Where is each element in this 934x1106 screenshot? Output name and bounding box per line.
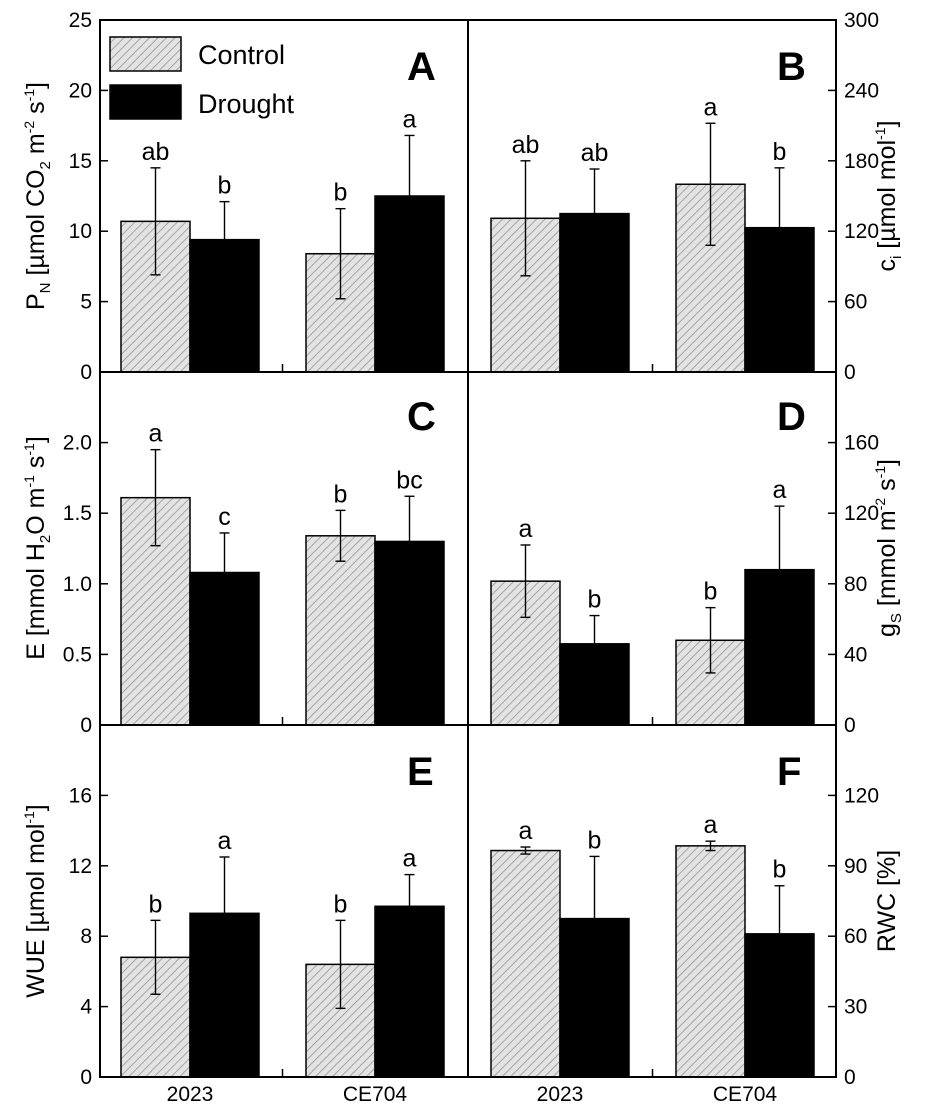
y-tick-label-e: 16 <box>69 784 92 807</box>
bar-c-control-1 <box>305 535 376 726</box>
y-tick-label-a: 15 <box>69 150 92 173</box>
significance-label-f: b <box>773 856 787 884</box>
y-tick-label-b: 240 <box>844 79 879 102</box>
y-tick-label-c: 0.5 <box>63 643 92 666</box>
panel-letter-b: B <box>777 45 806 89</box>
y-tick-label-f: 60 <box>844 925 867 948</box>
y-tick-label-c: 1.0 <box>63 573 92 596</box>
ylabel-b: ci [µmol mol-1] <box>872 120 905 271</box>
significance-label-c: bc <box>396 466 422 494</box>
y-tick-label-b: 300 <box>844 9 879 32</box>
ylabel-e: WUE [µmol mol-1] <box>21 804 50 998</box>
y-tick-label-b: 180 <box>844 150 879 173</box>
significance-label-f: a <box>704 811 718 839</box>
significance-label-b: a <box>704 93 718 121</box>
y-tick-label-b: 60 <box>844 291 867 314</box>
y-tick-label-a: 20 <box>69 79 92 102</box>
significance-label-a: b <box>218 172 232 200</box>
significance-label-e: b <box>334 890 348 918</box>
x-tick-label-e: 2023 <box>167 1083 214 1106</box>
significance-label-d: b <box>588 586 602 614</box>
y-tick-label-d: 80 <box>844 573 867 596</box>
significance-label-f: a <box>519 817 533 845</box>
legend-label-control: Control <box>198 40 285 70</box>
y-tick-label-c: 1.5 <box>63 502 92 525</box>
figure-frame <box>99 19 837 1078</box>
y-tick-label-f: 30 <box>844 996 867 1019</box>
significance-label-e: b <box>149 890 163 918</box>
y-tick-label-e: 8 <box>80 925 92 948</box>
significance-label-d: a <box>519 515 533 543</box>
y-tick-label-a: 10 <box>69 220 92 243</box>
y-tick-label-f: 90 <box>844 855 867 878</box>
legend-swatch-drought <box>109 84 182 120</box>
significance-label-f: b <box>588 826 602 854</box>
significance-label-e: a <box>218 827 232 855</box>
significance-label-a: a <box>403 105 417 133</box>
significance-label-b: ab <box>512 131 540 159</box>
y-tick-label-b: 0 <box>844 361 856 384</box>
significance-label-a: b <box>334 179 348 207</box>
y-tick-label-c: 0 <box>80 714 92 737</box>
y-tick-label-c: 2.0 <box>63 432 92 455</box>
significance-label-c: b <box>334 480 348 508</box>
y-tick-label-a: 0 <box>80 361 92 384</box>
bar-f-control-1 <box>675 845 746 1078</box>
y-tick-label-d: 40 <box>844 643 867 666</box>
legend-label-drought: Drought <box>198 89 295 119</box>
significance-label-b: ab <box>581 139 609 167</box>
panel-letter-a: A <box>407 45 436 89</box>
x-tick-label-f: 2023 <box>537 1083 584 1106</box>
ylabel-d: gS [mmol m-2 s-1] <box>872 459 905 637</box>
legend-swatch-control <box>109 36 182 72</box>
ylabel-a: PN [µmol CO2 m-2 s-1] <box>21 82 54 310</box>
significance-label-b: b <box>773 138 787 166</box>
y-tick-label-e: 0 <box>80 1066 92 1089</box>
y-tick-label-d: 120 <box>844 502 879 525</box>
legend: Control Drought <box>109 36 295 120</box>
significance-label-d: b <box>704 578 718 606</box>
panel-letter-f: F <box>777 750 801 794</box>
ylabel-c: E [mmol H2O m-1 s-1] <box>21 436 54 660</box>
y-tick-label-a: 25 <box>69 9 92 32</box>
y-tick-label-b: 120 <box>844 220 879 243</box>
y-tick-label-e: 12 <box>69 855 92 878</box>
x-tick-label-f: CE704 <box>713 1083 778 1106</box>
y-tick-label-d: 0 <box>844 714 856 737</box>
significance-label-a: ab <box>142 138 170 166</box>
significance-label-d: a <box>773 476 787 504</box>
y-tick-label-e: 4 <box>80 996 92 1019</box>
y-tick-label-d: 160 <box>844 432 879 455</box>
x-tick-label-e: CE704 <box>343 1083 408 1106</box>
panel-letter-d: D <box>777 395 806 439</box>
y-tick-label-a: 5 <box>80 291 92 314</box>
y-tick-label-f: 120 <box>844 784 879 807</box>
significance-label-c: c <box>218 503 231 531</box>
panel-letter-e: E <box>407 750 434 794</box>
significance-label-e: a <box>403 845 417 873</box>
ylabel-f: RWC [%] <box>873 850 901 952</box>
y-tick-label-f: 0 <box>844 1066 856 1089</box>
panel-letter-c: C <box>407 395 436 439</box>
bar-f-control-0 <box>490 849 561 1078</box>
significance-label-c: a <box>149 420 163 448</box>
